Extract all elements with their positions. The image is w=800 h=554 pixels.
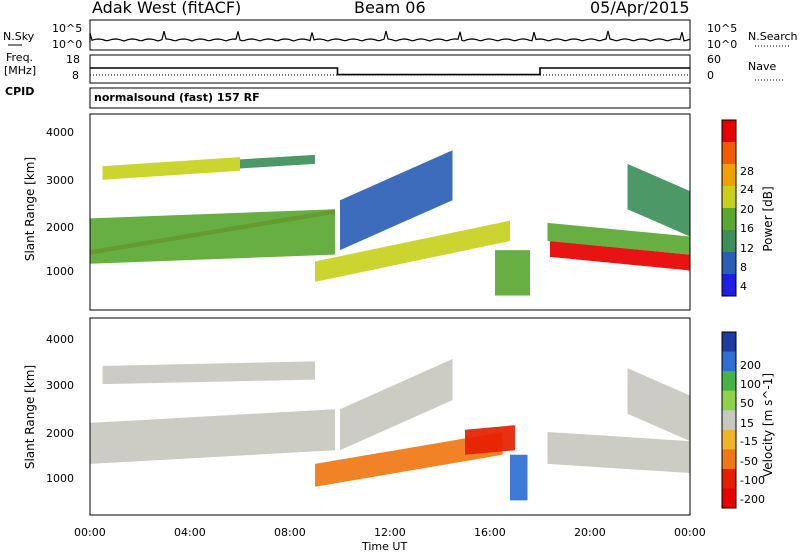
velocity-colorbar-cell xyxy=(722,429,736,450)
power-colorbar-cell xyxy=(722,208,736,231)
velocity-band-3 xyxy=(315,432,503,487)
vel-cbar-tick-m15: -15 xyxy=(740,435,758,448)
power-band-2 xyxy=(102,157,240,180)
vel-cbar-tick-200: 200 xyxy=(740,359,761,372)
velocity-colorbar-cell xyxy=(722,332,736,353)
xtick-2: 08:00 xyxy=(274,526,306,539)
station-title: Adak West (fitACF) xyxy=(92,0,242,17)
velocity-band-6 xyxy=(547,432,690,474)
nave-tick-top: 60 xyxy=(707,53,721,66)
noise-sky-trace xyxy=(89,30,691,42)
x-axis-label: Time UT xyxy=(362,540,408,553)
xtick-4: 16:00 xyxy=(474,526,506,539)
date-title: 05/Apr/2015 xyxy=(590,0,690,17)
power-colorbar-cell xyxy=(722,186,736,209)
power-colorbar-cell xyxy=(722,120,736,143)
power-ytick-1000: 1000 xyxy=(46,265,74,278)
xtick-5: 20:00 xyxy=(574,526,606,539)
power-band-3 xyxy=(240,154,315,169)
power-colorbar-cell xyxy=(722,142,736,165)
vel-cbar-tick-m50: -50 xyxy=(740,455,758,468)
velocity-band-7 xyxy=(627,368,690,442)
freq-unit-label: [MHz] xyxy=(4,64,37,77)
velocity-colorbar-cell xyxy=(722,449,736,470)
power-band-7 xyxy=(550,241,690,271)
velocity-colorbar-cell xyxy=(722,468,736,489)
nave-tick-bottom: 0 xyxy=(707,69,714,82)
xtick-6: 00:00 xyxy=(674,526,706,539)
freq-tick-top: 18 xyxy=(66,53,80,66)
power-cbar-tick-28: 28 xyxy=(740,165,754,178)
velocity-colorbar-cell xyxy=(722,488,736,509)
power-cbar-tick-4: 4 xyxy=(740,280,747,293)
power-colorbar-cell xyxy=(722,252,736,275)
noise-tick-bottom-left: 10^0 xyxy=(52,38,83,51)
beam-title: Beam 06 xyxy=(354,0,426,17)
xtick-0: 00:00 xyxy=(74,526,106,539)
power-panel-frame xyxy=(89,113,691,311)
vel-cbar-tick-m100: -100 xyxy=(740,474,765,487)
nave-label: Nave xyxy=(748,60,777,73)
vel-cbar-tick-50: 50 xyxy=(740,397,754,410)
velocity-colorbar-cell xyxy=(722,410,736,431)
vel-cbar-tick-15: 15 xyxy=(740,417,754,430)
velocity-colorbar-frame xyxy=(721,331,737,509)
power-cbar-tick-12: 12 xyxy=(740,242,754,255)
noise-tick-bottom-right: 10^0 xyxy=(707,38,738,51)
power-band-5 xyxy=(315,220,510,282)
noise-search-label: N.Search xyxy=(748,30,798,43)
noise-panel-frame xyxy=(89,19,691,51)
velocity-band-2 xyxy=(340,359,453,451)
power-band-6 xyxy=(495,250,530,296)
freq-panel-frame xyxy=(89,54,691,84)
power-colorbar-cell xyxy=(722,274,736,297)
power-band-1 xyxy=(90,209,335,264)
vel-ytick-2000: 2000 xyxy=(46,427,74,440)
xtick-3: 12:00 xyxy=(374,526,406,539)
vel-ytick-3000: 3000 xyxy=(46,379,74,392)
power-colorbar-cell xyxy=(722,164,736,187)
power-cbar-tick-20: 20 xyxy=(740,203,754,216)
velocity-colorbar-cell xyxy=(722,390,736,411)
power-cbar-tick-16: 16 xyxy=(740,222,754,235)
power-colorbar-cell xyxy=(722,230,736,253)
cpid-panel-frame xyxy=(89,87,691,109)
velocity-colorbar-cell xyxy=(722,371,736,392)
vel-ytick-4000: 4000 xyxy=(46,333,74,346)
cpid-label: CPID xyxy=(5,85,35,98)
vel-ytick-1000: 1000 xyxy=(46,472,74,485)
noise-sky-label: N.Sky xyxy=(3,30,35,43)
power-band-4 xyxy=(340,150,453,251)
frequency-trace xyxy=(90,67,690,76)
cpid-program: normalsound (fast) 157 RF xyxy=(94,91,260,104)
velocity-band-0 xyxy=(90,409,335,464)
power-band-8 xyxy=(547,222,690,255)
velocity-band-1 xyxy=(102,361,315,385)
power-colorbar-frame xyxy=(721,119,737,297)
power-band-9 xyxy=(627,163,690,237)
noise-tick-top-right: 10^5 xyxy=(707,22,738,35)
velocity-panel-frame xyxy=(89,317,691,516)
power-ytick-4000: 4000 xyxy=(46,126,74,139)
xtick-1: 04:00 xyxy=(174,526,206,539)
freq-tick-bottom: 8 xyxy=(72,69,79,82)
freq-label: Freq. xyxy=(6,51,34,64)
power-ytick-3000: 3000 xyxy=(46,174,74,187)
power-cbar-tick-8: 8 xyxy=(740,261,747,274)
velocity-band-5 xyxy=(510,454,528,501)
vel-cbar-tick-100: 100 xyxy=(740,378,761,391)
vel-cbar-tick-m200: -200 xyxy=(740,493,765,506)
power-cbar-tick-24: 24 xyxy=(740,183,754,196)
power-ytick-2000: 2000 xyxy=(46,221,74,234)
noise-tick-top-left: 10^5 xyxy=(52,22,83,35)
velocity-band-4 xyxy=(465,425,515,455)
velocity-colorbar-cell xyxy=(722,351,736,372)
